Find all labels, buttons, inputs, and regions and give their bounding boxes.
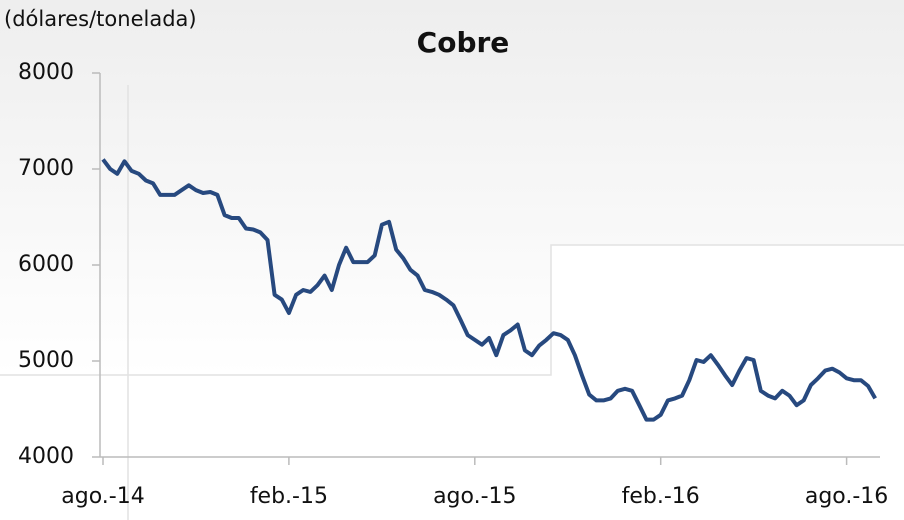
panel-edge [0, 244, 904, 376]
background-panel [0, 375, 551, 520]
y-axis-label: (dólares/tonelada) [4, 7, 197, 31]
y-tick-label: 5000 [18, 348, 74, 373]
x-tick-label: ago.-16 [805, 484, 888, 509]
x-tick-label: ago.-14 [61, 484, 144, 509]
y-tick-label: 8000 [18, 60, 74, 85]
data-line [101, 158, 877, 422]
y-tick-label: 6000 [18, 252, 74, 277]
x-tick-label: feb.-16 [622, 484, 700, 509]
background-panel [551, 245, 904, 520]
x-tick-label: feb.-15 [250, 484, 328, 509]
chart-title: Cobre [417, 26, 510, 59]
y-tick-label: 4000 [18, 444, 74, 469]
x-tick-label: ago.-15 [433, 484, 516, 509]
y-tick-label: 7000 [18, 156, 74, 181]
